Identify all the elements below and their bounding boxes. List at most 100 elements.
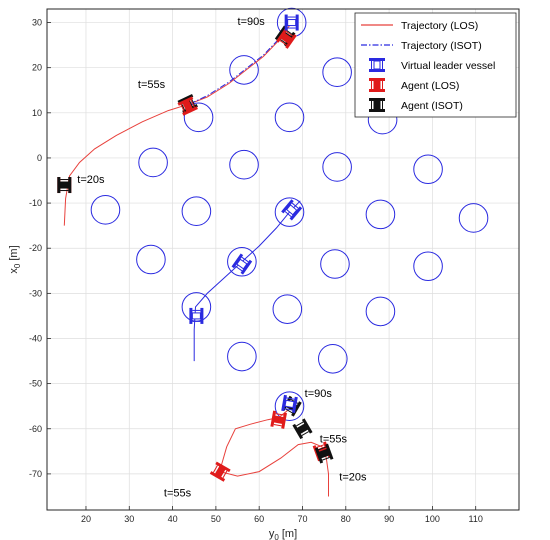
vessel-hull-right xyxy=(285,34,297,49)
legend-items: Trajectory (LOS) Trajectory (ISOT) Virtual… xyxy=(361,20,495,112)
vessel-bar-rear xyxy=(285,408,293,414)
obstacle-circle xyxy=(365,199,396,230)
y-tick-label: -70 xyxy=(29,469,42,479)
y-tick-label: -50 xyxy=(29,379,42,389)
vessel-deck xyxy=(285,204,298,216)
trajectory-isot-line xyxy=(189,38,280,105)
vessel-bar-front xyxy=(316,444,325,448)
time-label: t=20s xyxy=(339,472,367,484)
time-label: t=90s xyxy=(305,388,333,400)
axis-ticks: 20 30 40 50 60 70 80 90 100 1103020100-10-20-30-4… xyxy=(29,18,483,524)
vessel-bar-rear xyxy=(301,431,309,436)
legend-label: Virtual leader vessel xyxy=(401,60,495,72)
x-tick-label: 60 xyxy=(254,514,264,524)
agent-los-vessel xyxy=(276,27,297,49)
legend-label: Trajectory (ISOT) xyxy=(401,40,482,52)
x-tick-label: 80 xyxy=(341,514,351,524)
legend-label: Trajectory (LOS) xyxy=(401,20,478,32)
y-tick-label: -20 xyxy=(29,243,42,253)
y-tick-label: 0 xyxy=(37,153,42,163)
vessel-hull-left xyxy=(189,307,193,324)
vessel-hull-left xyxy=(369,58,385,61)
vessel-hull-right xyxy=(369,109,385,112)
obstacle-circle xyxy=(322,57,352,87)
vessel-hull-right xyxy=(325,443,334,460)
virtual-leader-vessel xyxy=(281,394,298,414)
y-tick-label: -40 xyxy=(29,333,42,343)
vessel-bar-rear xyxy=(235,265,243,272)
vessel-bar-front xyxy=(318,446,327,451)
y-tick-label: -30 xyxy=(29,288,42,298)
x-tick-label: 100 xyxy=(425,514,440,524)
agent-isot-vessel xyxy=(57,177,72,194)
vessel-hull-left xyxy=(281,394,287,412)
obstacle-circle xyxy=(413,251,443,282)
time-label: t=55s xyxy=(138,79,166,91)
vessel-hull-right xyxy=(240,259,253,275)
vessel-hull-left xyxy=(314,447,324,464)
time-label: t=90s xyxy=(238,16,266,28)
x-tick-label: 110 xyxy=(469,514,483,524)
agent-los-vessel xyxy=(177,96,198,116)
obstacle-circle xyxy=(365,296,396,327)
vessel-hull-left xyxy=(292,423,304,440)
agent-los-vessel xyxy=(270,410,287,429)
legend-swatch-vessel xyxy=(369,58,385,72)
vessel-hull-left xyxy=(177,94,194,104)
vessel-bar-rear xyxy=(273,423,282,427)
obstacle-circle xyxy=(458,203,489,233)
vessel-deck xyxy=(373,60,381,70)
vessel-deck xyxy=(373,100,381,110)
obstacle-circle xyxy=(322,152,352,182)
vessel-hull-left xyxy=(276,27,288,43)
y-axis-label: x0 [m] xyxy=(8,245,22,273)
vessel-bar-front xyxy=(291,202,299,209)
vessel-hull-left xyxy=(270,410,277,427)
legend-label: Agent (ISOT) xyxy=(401,100,463,112)
axes-frame xyxy=(46,8,520,511)
obstacle-circle xyxy=(272,294,303,324)
vessel-deck xyxy=(236,258,248,270)
vessel-deck xyxy=(59,181,69,189)
vessel-bar-rear xyxy=(180,104,185,113)
vessel-deck xyxy=(214,465,226,478)
obstacle-circle xyxy=(320,249,350,279)
legend-label: Agent (LOS) xyxy=(401,80,459,92)
vessel-bar-front xyxy=(286,31,294,37)
vessel-hull-left xyxy=(369,78,385,81)
vessel-bar-front xyxy=(213,465,218,473)
obstacle-circle xyxy=(138,147,168,178)
y-axis-label-unit: [m] xyxy=(8,245,20,263)
agent-isot-vessel xyxy=(314,443,334,464)
virtual-leader-vessel xyxy=(281,199,303,221)
vessel-hull-left xyxy=(209,471,226,482)
vessel-bar-front xyxy=(286,397,295,400)
obstacle-circle xyxy=(90,195,121,225)
x-tick-label: 40 xyxy=(168,514,178,524)
time-label: t=55s xyxy=(164,487,192,499)
obstacle-circle xyxy=(274,391,305,421)
obstacle-circle xyxy=(227,341,257,372)
time-label: t=55s xyxy=(320,433,348,445)
x-tick-label: 70 xyxy=(297,514,307,524)
obstacle-circle xyxy=(274,197,305,227)
vessel-bar-front xyxy=(190,99,195,108)
trajectory-los-line xyxy=(63,22,293,226)
vessel-deck xyxy=(284,399,295,409)
vessel-hull-left xyxy=(281,199,294,214)
obstacle-circle xyxy=(136,244,166,275)
legend-swatch-vessel xyxy=(369,78,385,92)
legend: Trajectory (LOS) Trajectory (ISOT) Virtual… xyxy=(354,12,517,118)
trajectory-los-line xyxy=(220,441,329,497)
obstacle-circle xyxy=(183,102,214,133)
obstacle-circle xyxy=(318,344,348,374)
vessel-deck xyxy=(191,312,201,320)
y-axis-label-base: x xyxy=(8,268,20,274)
time-label: t=20s xyxy=(77,174,105,186)
vessel-hull-left xyxy=(177,96,194,106)
vessel-deck xyxy=(273,415,284,424)
y-tick-label: -10 xyxy=(29,198,42,208)
obstacle-circle xyxy=(227,246,257,277)
obstacle-circle xyxy=(229,149,259,180)
